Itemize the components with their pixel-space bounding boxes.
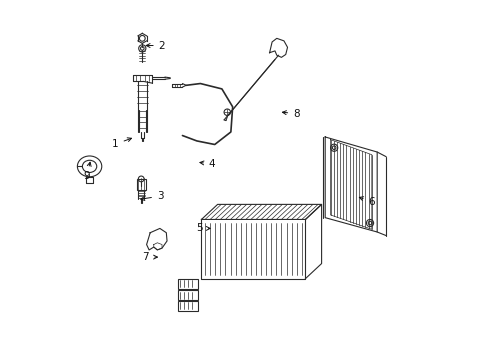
Text: 5: 5	[196, 224, 210, 233]
Text: 9: 9	[83, 162, 91, 181]
Bar	[178, 290, 198, 300]
Text: 4: 4	[200, 159, 215, 169]
Text: 6: 6	[359, 197, 374, 207]
Text: 2: 2	[146, 41, 165, 50]
Text: 3: 3	[141, 191, 163, 201]
Bar	[137, 179, 145, 190]
Text: 7: 7	[142, 252, 157, 262]
Bar	[178, 279, 198, 289]
Bar	[178, 301, 198, 311]
Text: 1: 1	[112, 138, 131, 149]
Text: 8: 8	[282, 109, 299, 119]
